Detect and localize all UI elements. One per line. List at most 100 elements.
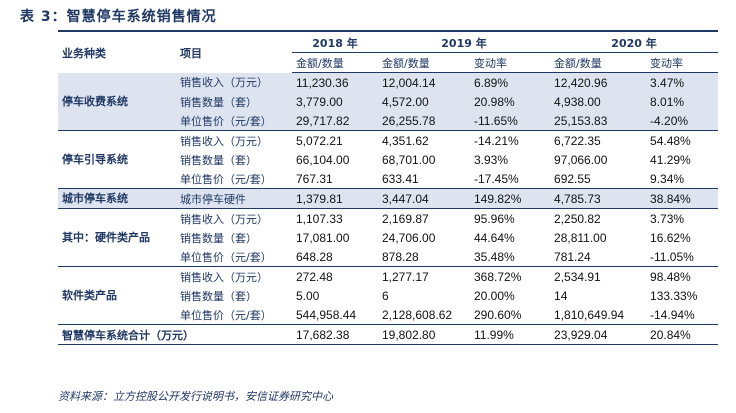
- value-cell: 4,785.73: [550, 188, 647, 209]
- item-label: 城市停车硬件: [176, 188, 292, 209]
- item-label: 销售收入（万元）: [176, 266, 292, 286]
- value-cell: 68,701.00: [382, 152, 436, 167]
- category-label: 停车引导系统: [62, 153, 128, 166]
- value-cell: 4,572.00: [378, 92, 470, 111]
- value-cell: 54.48%: [646, 130, 719, 150]
- item-label: 销售收入（万元）: [176, 130, 292, 150]
- sales-table: 业务种类 项目 2018 年 2019 年 2020 年 金额/数量 金额/数量…: [58, 33, 719, 345]
- value-cell: 26,255.78: [378, 111, 470, 131]
- value-cell: 3,779.00: [292, 92, 378, 111]
- value-cell: -4.20%: [646, 111, 719, 131]
- value-cell: 2,534.91: [550, 266, 647, 286]
- table-row: 停车引导系统 销售收入（万元） 5,072.21 4,351.62 -14.21% 6,7…: [58, 130, 719, 189]
- table-row: 销售数量（套） 5.00 6 20.00% 14 133.33%: [58, 286, 718, 305]
- category-label: 城市停车系统: [62, 192, 128, 205]
- value-cell: -17.45%: [474, 171, 519, 186]
- sub-header: 金额/数量: [292, 52, 378, 73]
- value-cell: 5,072.21: [292, 130, 378, 150]
- header-year-2018: 2018 年: [292, 33, 378, 53]
- value-cell: 16.62%: [650, 230, 691, 245]
- category-label: 软件类产品: [62, 289, 117, 302]
- category-cell: 停车收费系统: [58, 72, 176, 131]
- item-label: 单位售价（元/套）: [180, 250, 272, 264]
- sub-header: 变动率: [646, 52, 719, 73]
- value-cell: 6.89%: [470, 72, 551, 92]
- value-cell: 878.28: [382, 249, 419, 264]
- value-cell: -14.94%: [650, 307, 695, 322]
- item-label: 单位售价（元/套）: [180, 308, 272, 322]
- total-label: 智慧停车系统合计（万元）: [58, 324, 292, 345]
- value-cell: 692.55: [554, 171, 591, 186]
- table-row: 城市停车系统 城市停车硬件 1,379.81 3,447.04 149.82% 4,785…: [58, 188, 719, 209]
- value-cell: 35.48%: [474, 249, 515, 264]
- header-year-2020: 2020 年: [550, 33, 719, 53]
- total-value: 23,929.04: [550, 324, 647, 345]
- value-cell: 24,706.00: [382, 230, 436, 245]
- category-cell: 停车引导系统: [58, 130, 176, 189]
- value-cell: 8.01%: [646, 92, 719, 111]
- value-cell: 133.33%: [650, 288, 698, 303]
- table-row: 停车收费系统 销售收入（万元） 11,230.36 12,004.14 6.89% 12,…: [58, 72, 719, 131]
- value-cell: 368.72%: [470, 266, 551, 286]
- value-cell: 3.47%: [646, 72, 719, 92]
- value-cell: 6: [382, 288, 389, 303]
- item-label: 销售收入（万元）: [176, 72, 292, 92]
- value-cell: 38.84%: [646, 188, 719, 209]
- value-cell: -11.65%: [470, 111, 551, 131]
- value-cell: 6,722.35: [550, 130, 647, 150]
- table-row: 其中：硬件类产品 销售收入（万元） 1,107.33 2,169.87 95.96% 2,…: [58, 208, 719, 267]
- item-label: 单位售价（元/套）: [176, 111, 292, 131]
- value-cell: 1,810,649.94: [554, 307, 625, 322]
- item-label: 销售数量（套）: [176, 92, 292, 111]
- total-value: 17,682.38: [292, 324, 378, 345]
- value-cell: 2,128,608.62: [382, 307, 453, 322]
- sub-header: 变动率: [470, 52, 551, 73]
- value-cell: 9.34%: [650, 171, 685, 186]
- value-cell: 29,717.82: [292, 111, 378, 131]
- value-cell: 5.00: [296, 288, 320, 303]
- value-cell: 14: [554, 288, 568, 303]
- value-cell: 11,230.36: [292, 72, 378, 92]
- value-cell: 12,004.14: [378, 72, 470, 92]
- title-rule: [58, 30, 718, 32]
- table-title: 表 3：智慧停车系统销售情况: [20, 9, 217, 25]
- value-cell: 648.28: [296, 249, 333, 264]
- header-category: 业务种类: [62, 46, 106, 60]
- value-cell: 290.60%: [474, 307, 522, 322]
- table-row: 销售数量（套） 3,779.00 4,572.00 20.98% 4,938.00 8.0…: [58, 92, 719, 111]
- value-cell: 767.31: [296, 171, 333, 186]
- value-cell: 95.96%: [470, 208, 551, 228]
- category-cell: 软件类产品: [58, 266, 176, 325]
- item-label: 销售数量（套）: [180, 231, 257, 245]
- value-cell: 4,938.00: [550, 92, 647, 111]
- total-row: 智慧停车系统合计（万元） 17,682.38 19,802.80 11.99% 23,9…: [58, 324, 719, 345]
- table-row: 销售数量（套） 66,104.00 68,701.00 3.93% 97,066.00 4…: [58, 150, 718, 169]
- value-cell: 1,379.81: [292, 188, 378, 209]
- table-row: 单位售价（元/套） 648.28 878.28 35.48% 781.24 -11.05%: [58, 247, 718, 267]
- value-cell: 12,420.96: [550, 72, 647, 92]
- value-cell: 4,351.62: [378, 130, 470, 150]
- total-value: 19,802.80: [378, 324, 470, 345]
- sub-header: 金额/数量: [378, 52, 470, 73]
- value-cell: 544,958.44: [296, 307, 357, 322]
- value-cell: -14.21%: [470, 130, 551, 150]
- source-note: 资料来源：立方控股公开发行说明书，安信证券研究中心: [58, 390, 333, 403]
- item-label: 销售收入（万元）: [176, 208, 292, 228]
- header-year-2019: 2019 年: [378, 33, 551, 53]
- value-cell: 781.24: [554, 249, 591, 264]
- table-row: 软件类产品 销售收入（万元） 272.48 1,277.17 368.72% 2,534.…: [58, 266, 719, 325]
- header-item: 项目: [180, 46, 202, 60]
- value-cell: 1,107.33: [292, 208, 378, 228]
- value-cell: 3.73%: [646, 208, 719, 228]
- value-cell: 41.29%: [650, 152, 691, 167]
- value-cell: 98.48%: [646, 266, 719, 286]
- value-cell: 2,169.87: [378, 208, 470, 228]
- table-row: 单位售价（元/套） 29,717.82 26,255.78 -11.65% 25,153…: [58, 111, 719, 131]
- value-cell: 44.64%: [474, 230, 515, 245]
- category-label: 停车收费系统: [62, 94, 128, 108]
- total-value: 11.99%: [470, 324, 551, 345]
- value-cell: 66,104.00: [296, 152, 350, 167]
- value-cell: 2,250.82: [550, 208, 647, 228]
- value-cell: 272.48: [292, 266, 378, 286]
- item-label: 单位售价（元/套）: [180, 172, 272, 186]
